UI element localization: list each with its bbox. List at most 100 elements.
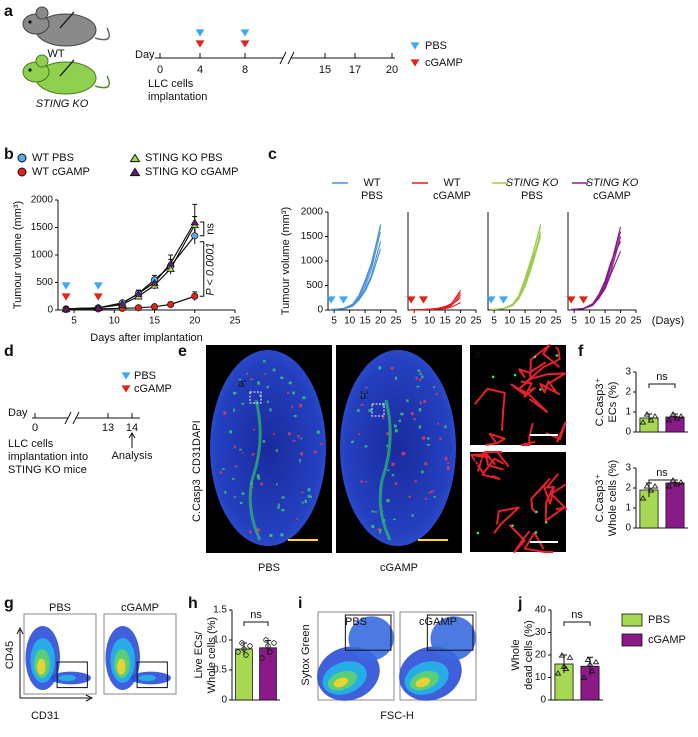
- texture: [401, 452, 404, 456]
- x-tick-label: 15: [600, 316, 612, 327]
- note: STING KO mice: [8, 464, 87, 476]
- treatment-marker: [406, 296, 416, 304]
- texture: [411, 514, 414, 517]
- data-point: [554, 670, 562, 676]
- panel-label: c: [268, 146, 277, 163]
- vessel: [549, 483, 567, 510]
- texture: [421, 375, 424, 379]
- vessel: [493, 506, 520, 534]
- texture: [433, 495, 436, 498]
- x-tick-label: 15: [440, 316, 452, 327]
- y-tick-label: 1500: [31, 222, 54, 233]
- data-point: [118, 299, 127, 307]
- y-tick-label: 30: [535, 627, 547, 638]
- texture: [428, 491, 432, 494]
- timeline-day: 8: [242, 64, 248, 76]
- region-box: [371, 403, 385, 417]
- y-tick-label: 0: [221, 695, 227, 706]
- legend-marker: [129, 167, 141, 177]
- legend-label: cGAMP: [425, 57, 463, 69]
- texture: [394, 429, 398, 433]
- vessel: [520, 422, 536, 446]
- texture: [299, 404, 303, 408]
- vessel: [529, 344, 560, 378]
- texture: [415, 376, 418, 380]
- texture: [304, 499, 308, 503]
- series-line: [491, 231, 542, 311]
- region-label: b': [474, 456, 482, 468]
- y-tick-label: 2000: [31, 195, 54, 206]
- timeline-day: 0: [32, 422, 38, 434]
- texture: [241, 402, 245, 405]
- texture: [224, 491, 227, 494]
- axis-label: Sytox Green: [300, 624, 312, 685]
- texture: [419, 372, 422, 375]
- legend-label: PBS: [425, 40, 447, 52]
- texture: [272, 368, 276, 372]
- timeline-break: [72, 411, 80, 425]
- x-tick-label: 20: [535, 316, 547, 327]
- series-line: [571, 250, 622, 311]
- texture: [351, 441, 353, 444]
- bar: [665, 482, 685, 529]
- axis-arrow: [16, 626, 94, 702]
- texture: [291, 405, 294, 408]
- texture: [419, 401, 422, 405]
- region-box: [249, 391, 262, 404]
- data-point: [235, 649, 241, 655]
- vessel: [485, 432, 506, 446]
- series-line: [66, 224, 196, 310]
- texture: [426, 437, 430, 440]
- texture: [513, 373, 517, 377]
- legend-label: STING KO PBS: [145, 152, 223, 164]
- texture: [390, 366, 394, 370]
- panel-title: cGAMP: [433, 190, 471, 202]
- data-point: [586, 661, 594, 667]
- data-point: [241, 646, 247, 652]
- texture: [266, 385, 269, 389]
- x-tick-label: 25: [630, 316, 642, 327]
- data-point: [643, 483, 651, 489]
- vessel: [539, 380, 561, 396]
- texture: [491, 375, 495, 379]
- axis-label: (Days): [652, 315, 684, 327]
- legend-marker: [121, 372, 131, 380]
- axis-label: C.Casp3⁺: [594, 378, 606, 427]
- texture: [358, 433, 361, 435]
- texture: [264, 373, 267, 375]
- legend-marker: [410, 59, 420, 67]
- texture: [410, 411, 414, 416]
- vessel: [473, 387, 506, 431]
- timeline-break: [287, 51, 295, 65]
- texture: [302, 396, 306, 400]
- tissue: [340, 350, 456, 546]
- data-point: [134, 289, 143, 297]
- series-line: [491, 226, 542, 311]
- texture: [277, 503, 280, 507]
- data-point: [259, 655, 265, 661]
- annotation: ns: [571, 609, 583, 621]
- data-point: [669, 411, 677, 417]
- arrow: [128, 432, 136, 448]
- texture: [241, 492, 245, 495]
- x-tick-label: 25: [229, 316, 241, 327]
- texture: [414, 480, 417, 483]
- treatment-marker: [240, 29, 250, 37]
- data-point: [190, 218, 200, 226]
- texture: [386, 499, 390, 503]
- texture: [275, 449, 278, 452]
- texture: [360, 393, 364, 396]
- texture: [266, 400, 269, 404]
- data-point: [639, 419, 647, 425]
- texture: [287, 432, 291, 436]
- texture: [292, 439, 296, 442]
- texture: [424, 497, 427, 500]
- panel-title: cGAMP: [593, 190, 631, 202]
- texture: [444, 425, 447, 429]
- texture: [418, 425, 421, 429]
- panel-label: b: [4, 146, 14, 163]
- axis-label: C.Casp3⁺: [594, 474, 606, 523]
- axis-label: FSC-H: [380, 710, 414, 722]
- texture: [313, 450, 317, 454]
- texture: [418, 408, 422, 412]
